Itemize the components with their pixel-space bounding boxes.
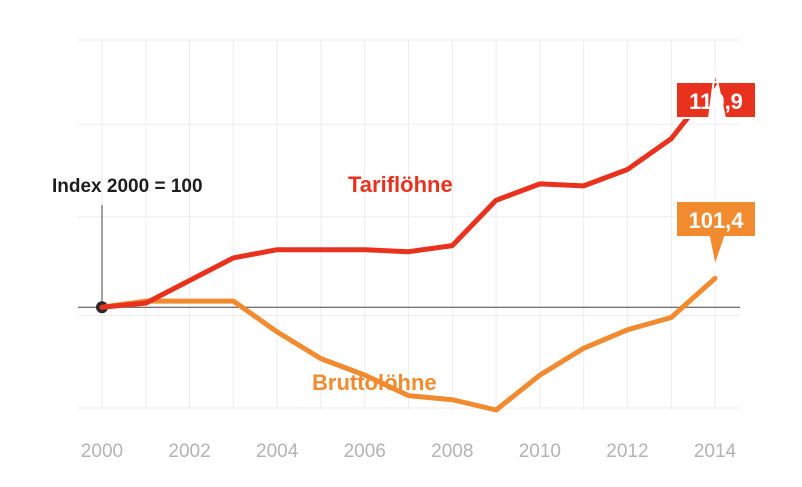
end-label-bruttoloehne: 101,4	[688, 208, 744, 233]
series-label-tarifloehne: Tariflöhne	[348, 172, 453, 197]
end-label-tarifloehne: 110,9	[689, 89, 743, 114]
grid-lines	[78, 39, 740, 410]
x-tick-label: 2004	[256, 441, 299, 462]
x-tick-label: 2000	[81, 441, 123, 462]
end-label-bruttoloehne-box	[675, 200, 757, 271]
end-label-tarifloehne-box	[675, 70, 757, 119]
x-tick-label: 2006	[344, 441, 386, 462]
series-group	[99, 80, 718, 413]
series-line-tarifloehne	[99, 80, 718, 310]
x-tick-label: 2014	[694, 441, 737, 462]
index-label: Index 2000 = 100	[52, 176, 203, 197]
series-label-bruttoloehne: Bruttolöhne	[312, 370, 437, 395]
end-value-callouts: 110,9 101,4	[675, 70, 757, 271]
x-axis-ticks: 2000 2002 2004 2006 2008 2010 2012 2014	[81, 441, 737, 462]
x-tick-label: 2008	[431, 441, 473, 462]
x-tick-label: 2010	[519, 441, 561, 462]
x-tick-label: 2002	[168, 441, 210, 462]
x-tick-label: 2012	[606, 441, 648, 462]
series-line-bruttoloehne	[99, 275, 718, 413]
